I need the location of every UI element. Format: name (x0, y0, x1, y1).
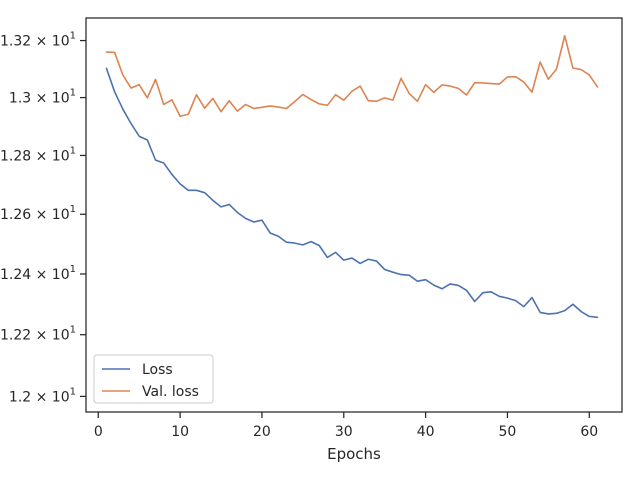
series-lines (105, 34, 599, 319)
x-tick-label: 30 (335, 424, 353, 440)
legend-label: Val. loss (142, 384, 199, 400)
x-tick-label: 40 (417, 424, 435, 440)
tick-labels: 0 10 20 30 40 50 60 1.2 × 101 1.22 × 101 1.24 × 1… (0, 31, 598, 440)
y-tick-label: 1.22 × 101 (0, 325, 76, 344)
x-tick-label: 20 (253, 424, 271, 440)
series-line-val-loss (105, 34, 599, 118)
x-axis-title: Epochs (327, 445, 381, 463)
tick-marks (80, 39, 590, 418)
series-line-loss (105, 67, 599, 319)
x-tick-label: 10 (171, 424, 189, 440)
legend-label: Loss (142, 362, 173, 378)
y-tick-label: 1.24 × 101 (0, 264, 76, 283)
y-tick-label: 1.26 × 101 (0, 204, 76, 223)
legend: Loss Val. loss (93, 354, 214, 404)
x-tick-label: 50 (499, 424, 517, 440)
plot-area-frame (85, 17, 623, 413)
y-tick-label: 1.3 × 101 (9, 88, 76, 107)
x-tick-label: 60 (580, 424, 598, 440)
y-tick-label: 1.28 × 101 (0, 145, 76, 164)
y-tick-label: 1.2 × 101 (9, 386, 76, 405)
y-tick-label: 1.32 × 101 (0, 31, 76, 50)
x-tick-label: 0 (94, 424, 103, 440)
